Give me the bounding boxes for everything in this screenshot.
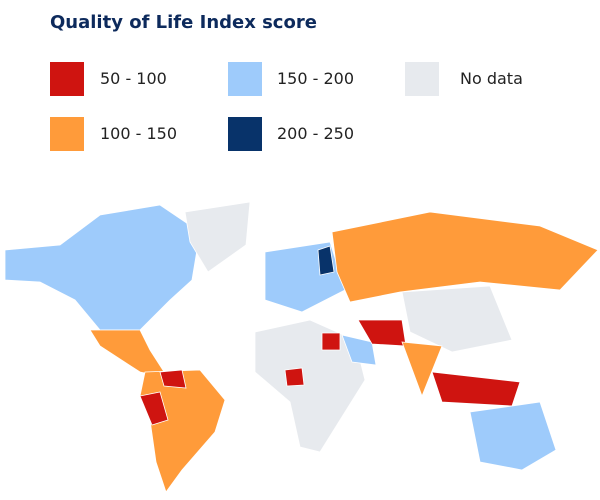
- world-map: [4, 201, 599, 493]
- southeast-asia: [431, 371, 521, 407]
- legend-swatch: [405, 62, 439, 96]
- greenland: [184, 201, 251, 273]
- legend-label: 150 - 200: [277, 69, 355, 88]
- legend-swatch: [228, 62, 262, 96]
- finland: [317, 245, 335, 276]
- central-america: [89, 329, 169, 379]
- south-america: [139, 369, 226, 493]
- arabia: [341, 334, 377, 366]
- egypt: [321, 332, 341, 351]
- north-america: [4, 204, 201, 331]
- legend-label: 50 - 100: [100, 69, 167, 88]
- legend-label: 200 - 250: [277, 124, 355, 143]
- china: [401, 285, 513, 353]
- legend-swatch: [50, 62, 84, 96]
- africa: [254, 319, 366, 453]
- legend-label: No data: [460, 69, 523, 88]
- nigeria: [284, 367, 305, 387]
- venezuela: [159, 369, 187, 389]
- legend-label: 100 - 150: [100, 124, 178, 143]
- australia: [469, 401, 557, 471]
- legend-swatch: [50, 117, 84, 151]
- title: Quality of Life Index score: [50, 12, 317, 33]
- peru: [139, 391, 169, 426]
- russia: [331, 211, 599, 303]
- legend-swatch: [228, 117, 262, 151]
- europe: [264, 241, 346, 313]
- india: [401, 341, 443, 398]
